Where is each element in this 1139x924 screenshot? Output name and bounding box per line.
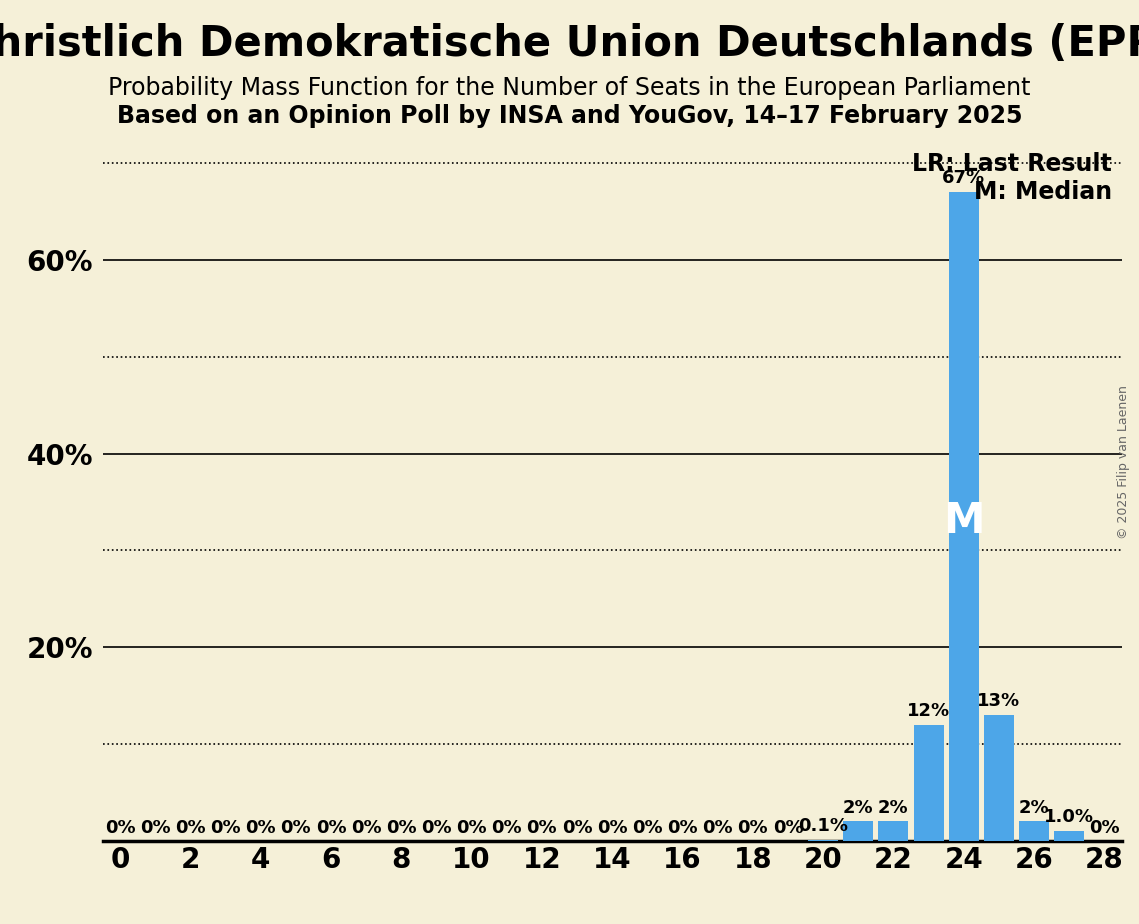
Text: Probability Mass Function for the Number of Seats in the European Parliament: Probability Mass Function for the Number… — [108, 76, 1031, 100]
Text: 0%: 0% — [140, 819, 171, 837]
Text: 0%: 0% — [386, 819, 417, 837]
Text: LR: Last Result: LR: Last Result — [912, 152, 1112, 176]
Bar — [1019, 821, 1049, 841]
Text: 0%: 0% — [105, 819, 136, 837]
Text: 0%: 0% — [1089, 819, 1120, 837]
Text: 0%: 0% — [738, 819, 768, 837]
Text: Christlich Demokratische Union Deutschlands (EPP): Christlich Demokratische Union Deutschla… — [0, 23, 1139, 65]
Text: 0.1%: 0.1% — [798, 817, 849, 835]
Text: 0%: 0% — [211, 819, 240, 837]
Text: 0%: 0% — [597, 819, 628, 837]
Text: 2%: 2% — [843, 798, 874, 817]
Bar — [1055, 832, 1084, 841]
Text: © 2025 Filip van Laenen: © 2025 Filip van Laenen — [1117, 385, 1130, 539]
Text: 0%: 0% — [491, 819, 522, 837]
Text: 0%: 0% — [562, 819, 592, 837]
Text: 13%: 13% — [977, 692, 1021, 711]
Bar — [843, 821, 874, 841]
Text: 0%: 0% — [703, 819, 734, 837]
Bar — [878, 821, 909, 841]
Text: 0%: 0% — [175, 819, 206, 837]
Bar — [984, 715, 1014, 841]
Text: 0%: 0% — [351, 819, 382, 837]
Text: 0%: 0% — [280, 819, 311, 837]
Text: 1.0%: 1.0% — [1044, 808, 1095, 826]
Text: 0%: 0% — [316, 819, 346, 837]
Text: Based on an Opinion Poll by INSA and YouGov, 14–17 February 2025: Based on an Opinion Poll by INSA and You… — [117, 104, 1022, 128]
Text: 12%: 12% — [907, 702, 950, 720]
Text: 0%: 0% — [421, 819, 452, 837]
Text: 0%: 0% — [632, 819, 663, 837]
Text: 0%: 0% — [667, 819, 698, 837]
Text: 0%: 0% — [772, 819, 803, 837]
Text: M: M — [943, 500, 984, 542]
Text: 67%: 67% — [942, 169, 985, 188]
Bar — [809, 840, 838, 841]
Text: 2%: 2% — [878, 798, 909, 817]
Text: 0%: 0% — [245, 819, 276, 837]
Bar — [913, 724, 943, 841]
Text: 2%: 2% — [1018, 798, 1049, 817]
Text: 0%: 0% — [526, 819, 557, 837]
Text: M: Median: M: Median — [974, 180, 1112, 204]
Bar — [949, 192, 978, 841]
Text: 0%: 0% — [457, 819, 486, 837]
